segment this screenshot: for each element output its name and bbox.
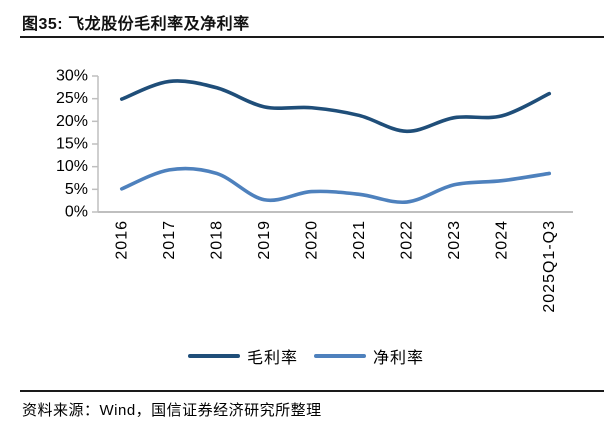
svg-text:25%: 25% <box>56 90 88 107</box>
chart-area: 0% 5% 10% 15% 20% 25% 30% 2016 2017 2018 2019 2020 2… <box>0 44 612 344</box>
svg-text:2017: 2017 <box>161 220 178 260</box>
svg-text:10%: 10% <box>56 158 88 175</box>
svg-text:2019: 2019 <box>256 220 273 260</box>
svg-text:2021: 2021 <box>351 220 368 260</box>
chart-svg: 0% 5% 10% 15% 20% 25% 30% 2016 2017 2018 2019 2020 2… <box>56 68 573 313</box>
svg-text:2023: 2023 <box>446 220 463 260</box>
svg-text:2022: 2022 <box>398 220 415 260</box>
legend-label: 净利率 <box>373 350 425 367</box>
svg-text:2016: 2016 <box>113 220 130 260</box>
svg-text:2018: 2018 <box>208 220 225 260</box>
legend-label: 毛利率 <box>246 350 298 367</box>
svg-text:0%: 0% <box>65 204 88 221</box>
svg-text:2024: 2024 <box>493 220 510 260</box>
svg-text:2025Q1-Q3: 2025Q1-Q3 <box>541 220 558 313</box>
gross-margin-line-swatch <box>187 354 240 358</box>
svg-text:30%: 30% <box>56 68 88 85</box>
figure-title: 图35: 飞龙股份毛利率及净利率 <box>22 16 250 33</box>
chart-legend: 毛利率 净利率 <box>0 344 612 368</box>
footer-divider-line <box>20 390 604 392</box>
svg-text:15%: 15% <box>56 136 88 153</box>
title-divider-line <box>20 36 604 38</box>
legend-item-net-margin: 净利率 <box>314 344 424 368</box>
legend-item-gross-margin: 毛利率 <box>187 344 298 368</box>
svg-text:20%: 20% <box>56 113 88 130</box>
svg-text:2020: 2020 <box>303 220 320 260</box>
net-margin-line-swatch <box>314 354 366 358</box>
source-note: 资料来源：Wind，国信证券经济研究所整理 <box>22 402 322 419</box>
svg-text:5%: 5% <box>65 181 88 198</box>
